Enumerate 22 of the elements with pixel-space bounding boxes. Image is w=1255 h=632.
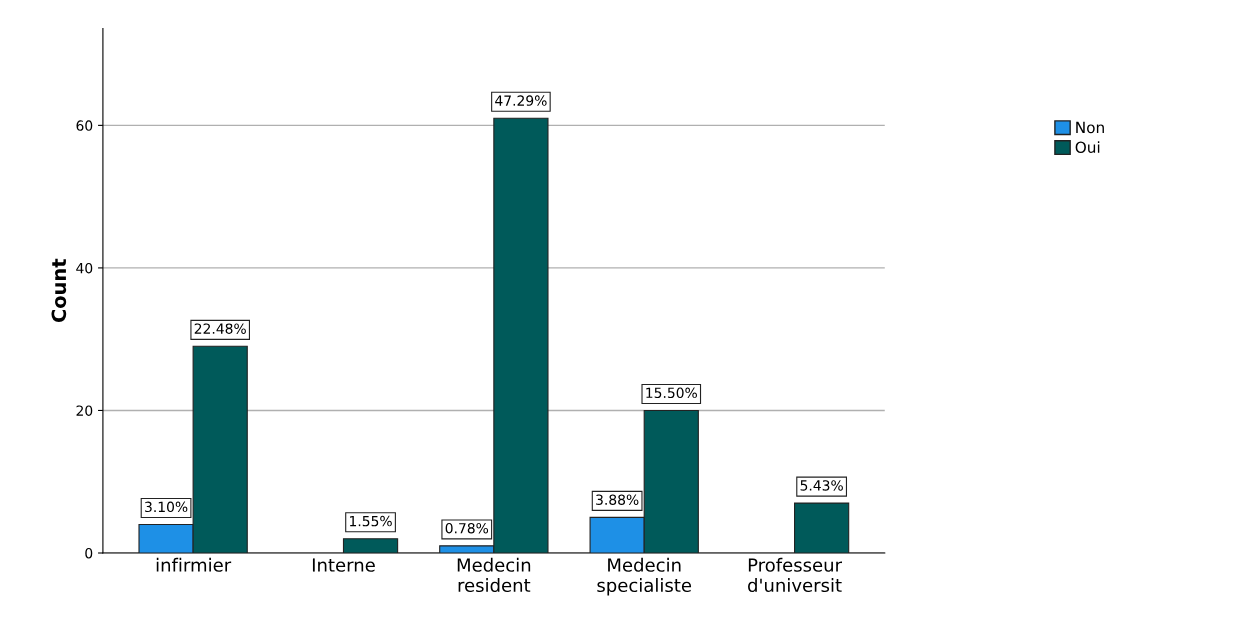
y-tick-label: 20	[76, 405, 93, 416]
annotation: 0.78%	[445, 522, 489, 534]
annotation: 47.29%	[495, 95, 547, 106]
annotation: 5.43%	[800, 480, 843, 491]
legend-label: Oui	[1075, 141, 1100, 153]
bar	[342, 538, 399, 553]
annotation: 22.48%	[194, 323, 246, 334]
y-tick-label: 60	[76, 120, 93, 131]
bar	[794, 502, 850, 553]
annotation: 3.88%	[596, 494, 639, 505]
x-tick-label: infirmier	[156, 557, 232, 572]
annotation: 15.50%	[646, 387, 697, 399]
annotation: 3.10%	[145, 501, 188, 513]
x-tick-label: Professeur d'universit	[748, 557, 842, 593]
x-tick-label: Medecin specialiste	[597, 557, 692, 596]
x-tick-label: Medecin resident	[457, 557, 531, 593]
x-tick-label: Interne	[312, 558, 375, 572]
y-tick-label: 0	[85, 547, 93, 559]
annotation: 1.55%	[350, 515, 392, 527]
y-tick-label: 40	[76, 262, 93, 274]
y-axis-title: Count	[51, 258, 67, 323]
legend-label: Non	[1076, 121, 1104, 134]
